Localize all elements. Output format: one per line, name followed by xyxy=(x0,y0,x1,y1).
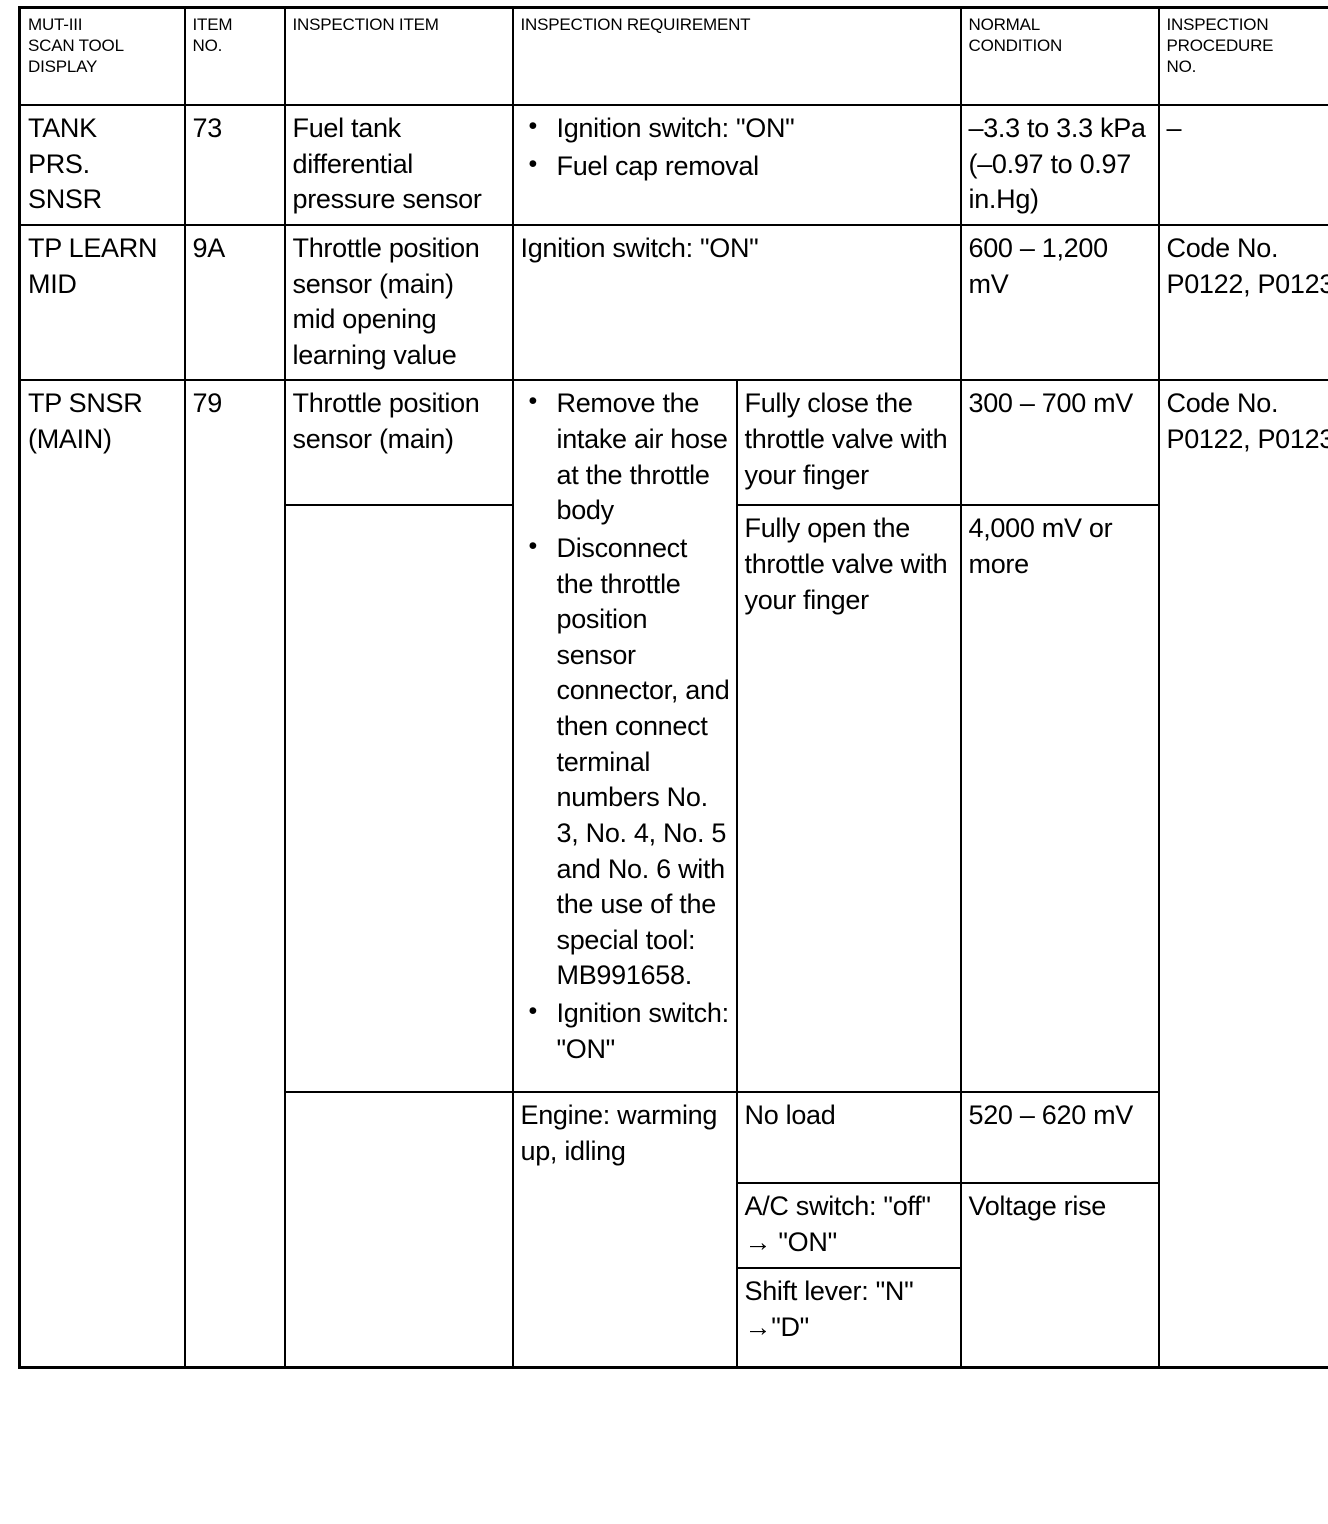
cell-requirement-condition: Fully close the throttle valve with your… xyxy=(735,379,962,507)
table-row: Engine: warming up, idling No load 520 –… xyxy=(20,1091,1328,1369)
scan-tool-display-text: TP SNSR (MAIN) xyxy=(28,388,143,454)
header-item-no: ITEM NO. xyxy=(183,6,286,106)
cell-normal-condition: Voltage rise xyxy=(959,1182,1160,1369)
normal-condition-text: 4,000 mV or more xyxy=(968,513,1113,579)
bullet-text: Disconnect the throttle position sensor … xyxy=(556,532,730,991)
list-item: Ignition switch: "ON" xyxy=(521,995,730,1067)
inspection-item-text: Fuel tank differential pressure sensor xyxy=(292,113,482,215)
bullet-text: Remove the intake air hose at the thrott… xyxy=(556,388,728,526)
item-no-text: 79 xyxy=(192,388,223,419)
table-row: Fully open the throttle valve with your … xyxy=(20,504,1328,1094)
normal-condition-text: –3.3 to 3.3 kPa (–0.97 to 0.97 in.Hg) xyxy=(968,113,1146,215)
cell-normal-condition: 300 – 700 mV xyxy=(959,379,1160,507)
condition-text: No load xyxy=(744,1100,836,1131)
header-inspection-procedure-no: INSPECTION PROCEDURE NO. xyxy=(1157,6,1328,106)
cell-inspection-item: Throttle position sensor (main) xyxy=(283,379,514,507)
normal-condition-text: 520 – 620 mV xyxy=(968,1100,1134,1131)
cell-normal-condition: –3.3 to 3.3 kPa (–0.97 to 0.97 in.Hg) xyxy=(959,104,1160,226)
normal-condition-text: Voltage rise xyxy=(968,1191,1107,1222)
header-normal-condition: NORMAL CONDITION xyxy=(959,6,1160,106)
condition-text: Fully close the throttle valve with your… xyxy=(744,388,948,490)
cell-inspection-item-continued xyxy=(283,504,514,1094)
procedure-no-text: Code No. P0122, P0123 xyxy=(1166,232,1328,299)
item-no-text: 9A xyxy=(192,232,226,263)
cell-inspection-requirement: Remove the intake air hose at the thrott… xyxy=(511,379,738,1094)
table-row: Shift lever: "N" →"D" xyxy=(20,1267,1328,1369)
condition-text: Shift lever: "N" →"D" xyxy=(744,1276,914,1342)
procedure-no-text: Code No. P0122, P0123 xyxy=(1166,388,1328,454)
bullet-text: Ignition switch: "ON" xyxy=(556,998,730,1064)
procedure-no-text: – xyxy=(1166,113,1182,143)
requirement-text: Ignition switch: "ON" xyxy=(520,232,759,263)
header-line: INSPECTION REQUIREMENT xyxy=(520,15,751,34)
header-line: INSPECTION ITEM xyxy=(292,15,439,34)
table-row: TP SNSR (MAIN) 79 Throttle position sens… xyxy=(18,379,1328,1369)
requirement-bullet-list: Ignition switch: "ON" Fuel cap removal xyxy=(521,110,954,185)
normal-condition-text: 600 – 1,200 mV xyxy=(968,232,1109,299)
table-row: TANK PRS. SNSR 73 Fuel tank differential… xyxy=(18,104,1328,226)
cell-scan-tool-display: TP SNSR (MAIN) xyxy=(18,379,186,1369)
cell-scan-tool-display: TP LEARN MID xyxy=(18,223,186,382)
list-item: Disconnect the throttle position sensor … xyxy=(521,530,730,994)
header-inspection-item: INSPECTION ITEM xyxy=(283,6,514,106)
cell-scan-tool-display: TANK PRS. SNSR xyxy=(18,104,186,226)
condition-text: A/C switch: "off" → "ON" xyxy=(744,1191,931,1257)
inspection-item-text: Throttle position sensor (main) xyxy=(292,388,480,454)
requirement-text: Engine: warming up, idling xyxy=(520,1100,718,1166)
header-row: MUT-III SCAN TOOL DISPLAY ITEM NO. INSPE… xyxy=(18,6,1328,106)
list-item: Remove the intake air hose at the thrott… xyxy=(521,385,730,529)
scan-tool-display-text: TP LEARN MID xyxy=(28,232,158,299)
cell-procedure-no: – xyxy=(1157,104,1328,226)
cell-procedure-no: Code No. P0122, P0123 xyxy=(1157,379,1328,1369)
cell-normal-condition: 600 – 1,200 mV xyxy=(959,223,1160,382)
cell-requirement-condition: No load xyxy=(735,1091,962,1185)
header-inspection-requirement: INSPECTION REQUIREMENT xyxy=(511,6,962,106)
item-no-text: 73 xyxy=(192,113,223,143)
table-row: TP LEARN MID 9A Throttle position sensor… xyxy=(18,223,1328,382)
cell-requirement-condition: Shift lever: "N" →"D" xyxy=(735,1267,962,1369)
header-line: INSPECTION PROCEDURE NO. xyxy=(1166,15,1274,77)
cell-requirement-condition: Fully open the throttle valve with your … xyxy=(735,504,962,1094)
cell-item-no: 9A xyxy=(183,223,286,382)
cell-procedure-no: Code No. P0122, P0123 xyxy=(1157,223,1328,382)
cell-inspection-item-continued xyxy=(283,1091,514,1369)
header-line: ITEM NO. xyxy=(192,15,233,56)
list-item: Ignition switch: "ON" xyxy=(521,110,954,147)
scan-tool-display-text: TANK PRS. SNSR xyxy=(28,113,102,215)
cell-item-no: 79 xyxy=(183,379,286,1369)
table-row: A/C switch: "off" → "ON" Voltage rise xyxy=(20,1182,1328,1369)
bullet-text: Ignition switch: "ON" xyxy=(556,113,795,143)
inspection-item-text: Throttle position sensor (main) mid open… xyxy=(292,232,480,370)
condition-text: Fully open the throttle valve with your … xyxy=(744,513,948,615)
cell-requirement-condition: A/C switch: "off" → "ON" xyxy=(735,1182,962,1270)
header-mut-scan-tool-display: MUT-III SCAN TOOL DISPLAY xyxy=(18,6,186,106)
cell-inspection-requirement: Engine: warming up, idling xyxy=(511,1091,738,1369)
cell-normal-condition: 520 – 620 mV xyxy=(959,1091,1160,1185)
cell-inspection-item: Fuel tank differential pressure sensor xyxy=(283,104,514,226)
table-body: TANK PRS. SNSR 73 Fuel tank differential… xyxy=(18,104,1328,1369)
cell-normal-condition: 4,000 mV or more xyxy=(959,504,1160,1094)
cell-inspection-item: Throttle position sensor (main) mid open… xyxy=(283,223,514,382)
normal-condition-text: 300 – 700 mV xyxy=(968,388,1134,419)
header-line: NORMAL CONDITION xyxy=(968,15,1063,56)
bullet-text: Fuel cap removal xyxy=(556,150,760,181)
header-line: MUT-III SCAN TOOL DISPLAY xyxy=(28,15,124,77)
cell-inspection-requirement: Ignition switch: "ON" Fuel cap removal xyxy=(511,104,962,226)
requirement-bullet-list: Remove the intake air hose at the thrott… xyxy=(521,385,730,1067)
cell-inspection-requirement: Ignition switch: "ON" xyxy=(511,223,962,382)
list-item: Fuel cap removal xyxy=(521,148,954,185)
table-header: MUT-III SCAN TOOL DISPLAY ITEM NO. INSPE… xyxy=(18,6,1328,106)
inspection-spec-table: MUT-III SCAN TOOL DISPLAY ITEM NO. INSPE… xyxy=(18,6,1328,1370)
cell-item-no: 73 xyxy=(183,104,286,226)
